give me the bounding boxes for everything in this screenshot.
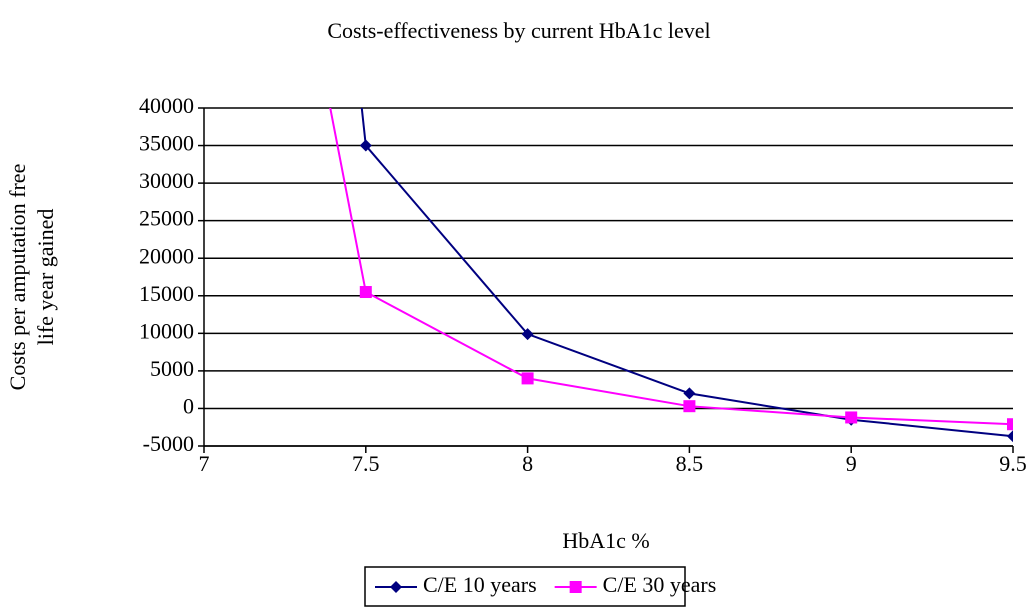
x-tick-label: 9	[846, 451, 857, 476]
y-tick-label: 5000	[150, 356, 194, 381]
y-tick-label: 20000	[139, 243, 194, 268]
series-line	[329, 108, 1013, 426]
x-tick-label: 8	[522, 451, 533, 476]
marker	[390, 581, 402, 593]
y-tick-label: 25000	[139, 206, 194, 231]
y-tick-label: 30000	[139, 168, 194, 193]
marker	[845, 411, 858, 424]
marker	[1007, 418, 1013, 431]
y-tick-label: 0	[183, 393, 194, 418]
marker	[521, 328, 534, 341]
y-axis-label-line: life year gained	[33, 209, 58, 346]
x-tick-label: 9.5	[999, 451, 1027, 476]
legend-box	[364, 566, 686, 607]
x-axis-label: HbA1c %	[562, 528, 649, 553]
x-tick-label: 7	[199, 451, 210, 476]
plot-area	[329, 108, 1013, 443]
y-tick-label: 35000	[139, 131, 194, 156]
marker	[359, 139, 372, 152]
y-tick-label: 40000	[139, 93, 194, 118]
marker	[683, 400, 696, 413]
marker	[683, 387, 696, 400]
series-line	[360, 108, 1013, 438]
marker	[1007, 430, 1013, 443]
legend-label: C/E 30 years	[603, 572, 717, 597]
legend-label: C/E 10 years	[423, 572, 537, 597]
marker	[359, 286, 372, 299]
x-tick-label: 7.5	[352, 451, 380, 476]
marker	[521, 372, 534, 385]
marker	[569, 581, 582, 593]
x-tick-label: 8.5	[676, 451, 704, 476]
y-axis-label-line: Costs per amputation free	[5, 164, 30, 391]
y-tick-label: 10000	[139, 318, 194, 343]
y-axis-label: Costs per amputation free life year gain…	[5, 164, 58, 391]
y-tick-label: 15000	[139, 281, 194, 306]
y-tick-label: -5000	[143, 431, 194, 456]
chart-title: Costs-effectiveness by current HbA1c lev…	[327, 18, 710, 43]
